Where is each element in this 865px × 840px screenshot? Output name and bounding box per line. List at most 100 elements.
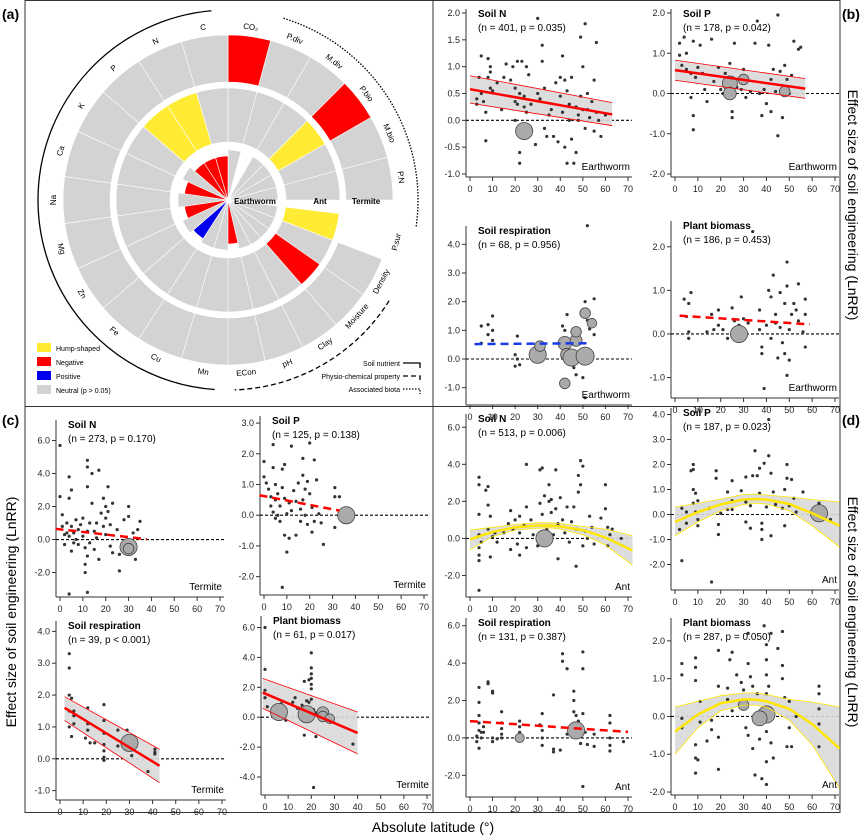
data-point [518,363,522,367]
panel-label-b: (b) [842,6,860,22]
data-point [787,699,791,703]
x-tick-label: 10 [693,405,703,415]
data-point [554,468,558,472]
fit-line [674,698,841,750]
radial-wedge [62,176,112,224]
data-point [116,744,120,748]
scatter-chart-d2: -2.0 -1.0 0.0 1.0 2.0 3.0 4.0 0 10 20 30 40 50 60 70 So… [649,408,841,607]
data-point [102,742,106,747]
bubble-point [122,542,135,555]
confidence-edge [674,493,840,508]
data-point [760,345,764,349]
data-point [757,737,762,741]
data-point [794,510,798,514]
data-point [78,523,83,527]
data-point [767,288,771,292]
data-point [542,494,547,498]
legend-swatch-neutral [37,385,51,394]
bubble-point [723,86,737,101]
data-point [477,512,481,516]
data-point [776,356,780,360]
y-tick-label: 0.0 [447,533,460,543]
organism-label: Earthworm [789,162,837,173]
data-point [282,533,287,537]
y-tick-label: 4.0 [37,626,50,636]
data-point [709,728,714,732]
x-tick-label: 10 [283,802,293,812]
data-point [680,673,684,677]
x-tick-label: 40 [353,802,363,812]
radial-wedge [177,192,229,208]
data-point [755,474,759,478]
data-point [716,767,721,771]
data-point [751,684,755,688]
y-tick-label: -1.0 [649,749,665,759]
data-point [266,487,271,491]
data-point [560,324,565,328]
data-point [680,661,684,666]
data-point [513,118,517,122]
chart-stats: (n = 39, p < 0.001) [68,635,150,646]
data-point [351,742,355,746]
data-point [515,334,520,338]
data-point [739,489,743,493]
data-point [67,496,71,500]
data-point [728,61,732,65]
y-tick-label: -0.5 [444,142,460,152]
data-point [518,91,522,96]
data-point [102,758,106,762]
data-point [540,743,544,747]
x-tick-label: 50 [373,602,383,612]
x-tick-label: 10 [693,802,703,812]
panel-label-a: (a) [2,6,19,22]
data-point [581,376,585,380]
bubble-point [515,122,534,141]
data-point [594,40,599,45]
category-label: K [76,100,87,110]
y-tick-label: 4.0 [37,469,50,479]
data-point [608,533,612,537]
chart-stats: (n = 401, p = 0.035) [478,23,566,34]
data-point [769,741,773,745]
data-point [783,63,787,67]
group-legend-line [403,388,421,394]
x-tick-label: 40 [555,604,565,614]
data-point [762,386,766,391]
x-tick-label: 20 [305,602,315,612]
chart-title: Soil respiration [478,226,551,237]
organism-label: Termite [396,780,429,791]
data-point [551,750,556,754]
x-tick-label: 50 [578,184,588,194]
radial-wedge [283,170,341,201]
data-point [764,673,769,677]
data-point [85,465,90,469]
data-point [524,65,529,69]
data-point [556,140,560,144]
data-point [746,733,750,737]
data-point [585,536,589,541]
scatter-chart-d1: -2.0 0.0 2.0 4.0 6.0 0 10 20 30 40 50 60 70 Soil N (n … [444,414,634,614]
chart-title: Soil respiration [478,618,551,629]
data-point [682,297,686,301]
data-point [760,521,764,525]
y-tick-label: -2.0 [239,742,255,752]
data-point [739,680,743,685]
data-point [719,87,723,92]
data-point [744,500,748,504]
data-point [529,518,533,522]
category-label: Fe [108,325,121,338]
y-tick-label: 6.0 [447,422,460,432]
data-point [691,462,695,467]
data-point [794,714,798,719]
data-point [126,504,131,509]
data-point [309,676,313,680]
data-point [780,341,785,345]
radial-wedge [215,155,229,201]
data-point [558,75,562,79]
x-axis-title: Absolute latitude (°) [372,819,494,835]
data-point [709,312,714,316]
data-point [748,675,753,679]
data-point [576,490,580,494]
data-point [764,729,769,734]
data-point [716,532,721,537]
